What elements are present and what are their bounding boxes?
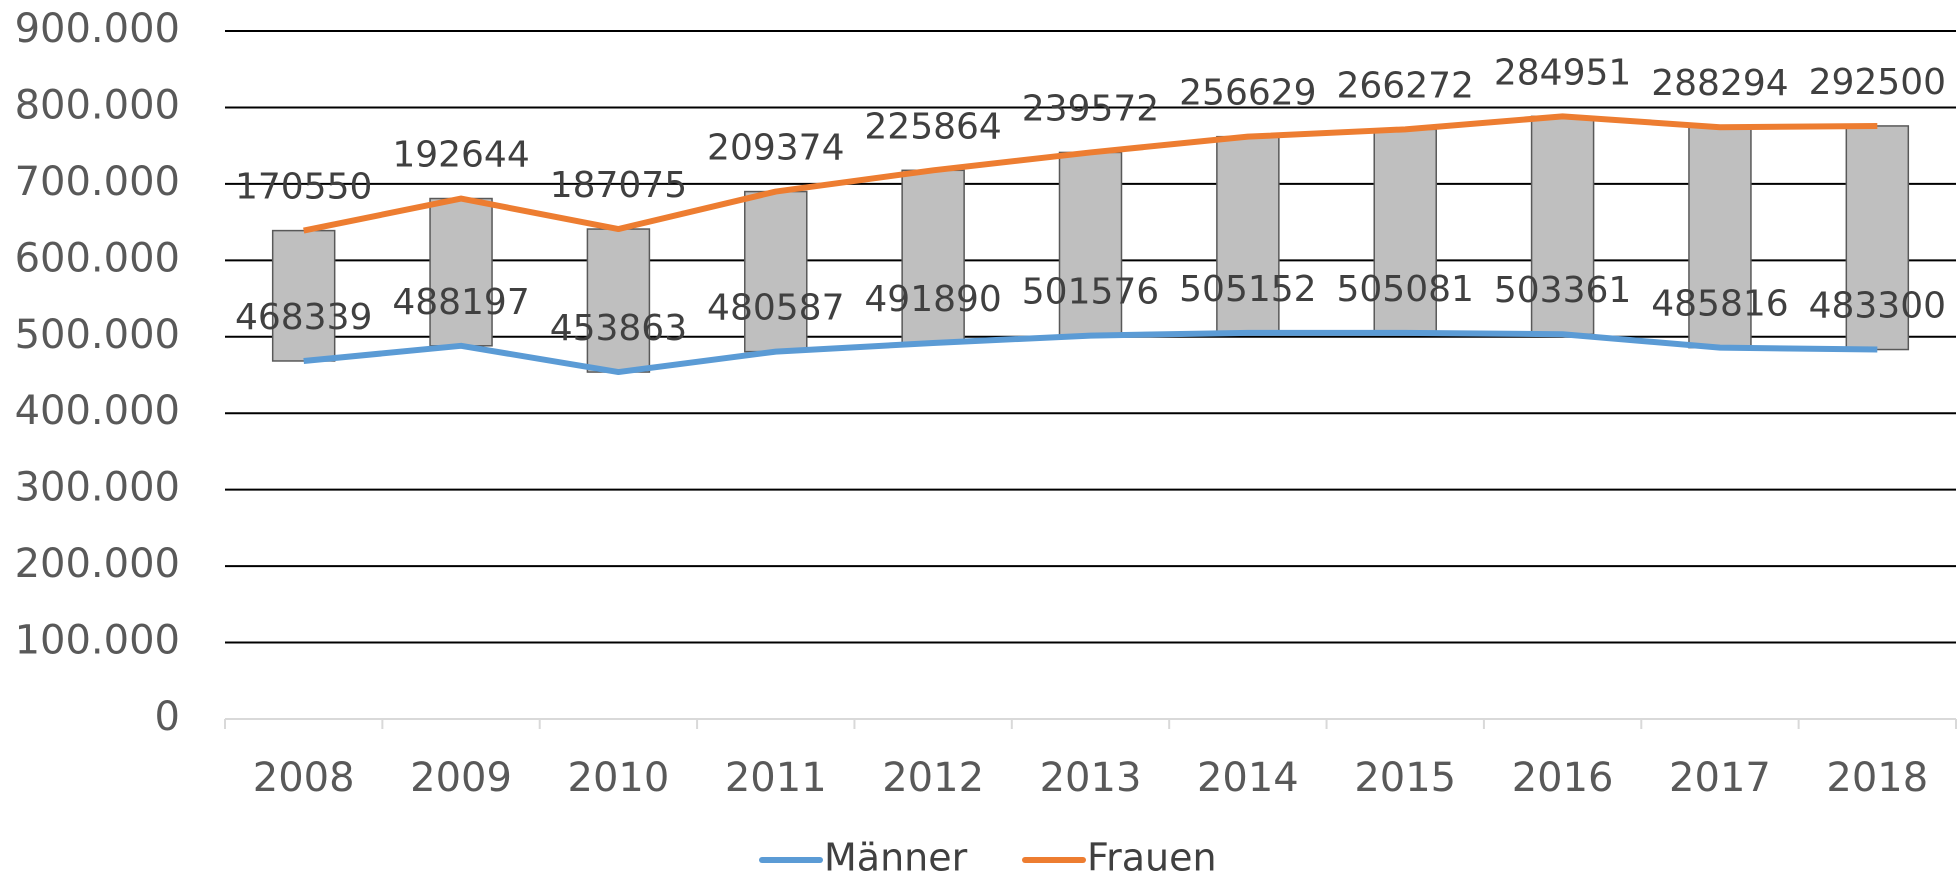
y-tick-label: 300.000: [15, 465, 180, 511]
data-label: 505081: [1337, 269, 1474, 310]
up-down-bar: [1688, 126, 1752, 349]
y-tick-label: 900.000: [15, 6, 180, 52]
x-tick-label: 2015: [1354, 755, 1456, 801]
data-label: 501576: [1022, 272, 1159, 313]
x-tick-label: 2014: [1197, 755, 1299, 801]
data-label: 491890: [864, 279, 1001, 320]
data-label: 266272: [1337, 65, 1474, 106]
data-label: 170550: [235, 167, 372, 208]
y-tick-label: 400.000: [15, 388, 180, 434]
x-tick-label: 2010: [568, 755, 670, 801]
series-line: [303, 329, 1878, 376]
y-tick-label: 800.000: [15, 82, 180, 128]
data-label: 453863: [550, 308, 687, 349]
up-down-bar: [429, 197, 493, 347]
up-down-bar: [1373, 128, 1437, 334]
data-label: 192644: [392, 135, 529, 176]
x-tick-label: 2008: [253, 755, 355, 801]
data-label: 483300: [1809, 286, 1946, 327]
y-tick-label: 100.000: [15, 618, 180, 664]
data-label: 187075: [550, 165, 687, 206]
y-tick-label: 0: [155, 694, 180, 740]
data-label: 292500: [1809, 62, 1946, 103]
data-label: 239572: [1022, 88, 1159, 129]
x-tick-label: 2012: [882, 755, 984, 801]
y-tick-label: 600.000: [15, 235, 180, 281]
series-line: [303, 113, 1878, 234]
data-label: 209374: [707, 128, 844, 169]
y-tick-label: 200.000: [15, 541, 180, 587]
x-tick-label: 2017: [1669, 755, 1771, 801]
x-tick-label: 2013: [1040, 755, 1142, 801]
up-down-bar: [586, 228, 651, 373]
y-tick-label: 500.000: [15, 312, 180, 358]
data-label: 503361: [1494, 270, 1631, 311]
data-label: 505152: [1179, 269, 1316, 310]
up-down-bar: [271, 229, 336, 362]
x-tick-label: 2018: [1826, 755, 1928, 801]
data-label: 256629: [1179, 73, 1316, 114]
data-label: 480587: [707, 288, 844, 329]
data-label: 225864: [864, 106, 1001, 147]
legend-label: Männer: [824, 836, 968, 879]
x-tick-label: 2011: [725, 755, 827, 801]
up-down-bar: [1058, 151, 1123, 337]
x-tick-label: 2009: [410, 755, 512, 801]
legend-label: Frauen: [1087, 836, 1217, 879]
y-tick-label: 700.000: [15, 159, 180, 205]
data-label: 288294: [1651, 63, 1788, 104]
data-label: 485816: [1651, 284, 1788, 325]
data-label: 284951: [1494, 52, 1631, 93]
up-down-bar: [1530, 115, 1595, 335]
data-label: 468339: [235, 297, 372, 338]
data-label: 488197: [392, 282, 529, 323]
x-tick-label: 2016: [1512, 755, 1614, 801]
